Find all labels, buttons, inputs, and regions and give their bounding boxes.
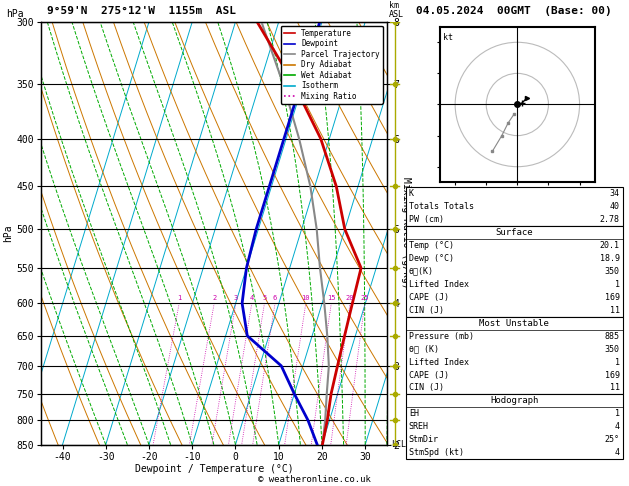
Text: 5: 5	[262, 295, 267, 301]
Text: 40: 40	[610, 202, 620, 211]
Text: 3: 3	[234, 295, 238, 301]
Text: 18.9: 18.9	[599, 254, 620, 263]
Text: 4: 4	[250, 295, 254, 301]
Text: θᴄ (K): θᴄ (K)	[409, 345, 439, 354]
Text: LCL: LCL	[391, 440, 406, 449]
Y-axis label: Mixing Ratio (g/kg): Mixing Ratio (g/kg)	[401, 177, 411, 289]
Y-axis label: hPa: hPa	[4, 225, 14, 242]
Text: 169: 169	[604, 370, 620, 380]
Text: Most Unstable: Most Unstable	[479, 319, 549, 328]
Text: Dewp (°C): Dewp (°C)	[409, 254, 454, 263]
Text: Pressure (mb): Pressure (mb)	[409, 331, 474, 341]
Text: © weatheronline.co.uk: © weatheronline.co.uk	[258, 474, 371, 484]
Text: StmDir: StmDir	[409, 435, 439, 444]
Text: CIN (J): CIN (J)	[409, 383, 444, 393]
Text: 885: 885	[604, 331, 620, 341]
Text: Totals Totals: Totals Totals	[409, 202, 474, 211]
Text: 34: 34	[610, 189, 620, 198]
Text: 169: 169	[604, 293, 620, 302]
Text: 11: 11	[610, 306, 620, 315]
Text: 350: 350	[604, 267, 620, 276]
Text: CAPE (J): CAPE (J)	[409, 370, 449, 380]
Text: 9°59'N  275°12'W  1155m  ASL: 9°59'N 275°12'W 1155m ASL	[47, 6, 236, 16]
Text: θᴄ(K): θᴄ(K)	[409, 267, 434, 276]
Text: 20.1: 20.1	[599, 241, 620, 250]
Text: Lifted Index: Lifted Index	[409, 280, 469, 289]
Text: 2.78: 2.78	[599, 215, 620, 224]
Text: Hodograph: Hodograph	[490, 397, 538, 405]
Text: K: K	[409, 189, 414, 198]
X-axis label: Dewpoint / Temperature (°C): Dewpoint / Temperature (°C)	[135, 465, 293, 474]
Text: 1: 1	[615, 280, 620, 289]
Text: 20: 20	[346, 295, 354, 301]
Text: CAPE (J): CAPE (J)	[409, 293, 449, 302]
Text: 4: 4	[615, 422, 620, 432]
Text: StmSpd (kt): StmSpd (kt)	[409, 448, 464, 457]
Text: 1: 1	[615, 358, 620, 366]
Text: 4: 4	[615, 448, 620, 457]
Text: CIN (J): CIN (J)	[409, 306, 444, 315]
Text: km
ASL: km ASL	[389, 1, 404, 19]
Text: 25°: 25°	[604, 435, 620, 444]
Text: Lifted Index: Lifted Index	[409, 358, 469, 366]
Legend: Temperature, Dewpoint, Parcel Trajectory, Dry Adiabat, Wet Adiabat, Isotherm, Mi: Temperature, Dewpoint, Parcel Trajectory…	[281, 26, 383, 104]
Text: PW (cm): PW (cm)	[409, 215, 444, 224]
Text: 1: 1	[177, 295, 181, 301]
Text: 04.05.2024  00GMT  (Base: 00): 04.05.2024 00GMT (Base: 00)	[416, 6, 612, 16]
Text: Surface: Surface	[496, 228, 533, 237]
Text: 15: 15	[327, 295, 335, 301]
Text: hPa: hPa	[6, 9, 24, 19]
Text: 1: 1	[615, 409, 620, 418]
Text: SREH: SREH	[409, 422, 429, 432]
Text: Temp (°C): Temp (°C)	[409, 241, 454, 250]
Text: 6: 6	[273, 295, 277, 301]
Text: 25: 25	[360, 295, 369, 301]
Text: 350: 350	[604, 345, 620, 354]
Text: 2: 2	[212, 295, 216, 301]
Text: kt: kt	[443, 33, 453, 42]
Text: 11: 11	[610, 383, 620, 393]
Text: EH: EH	[409, 409, 419, 418]
Text: 10: 10	[301, 295, 310, 301]
